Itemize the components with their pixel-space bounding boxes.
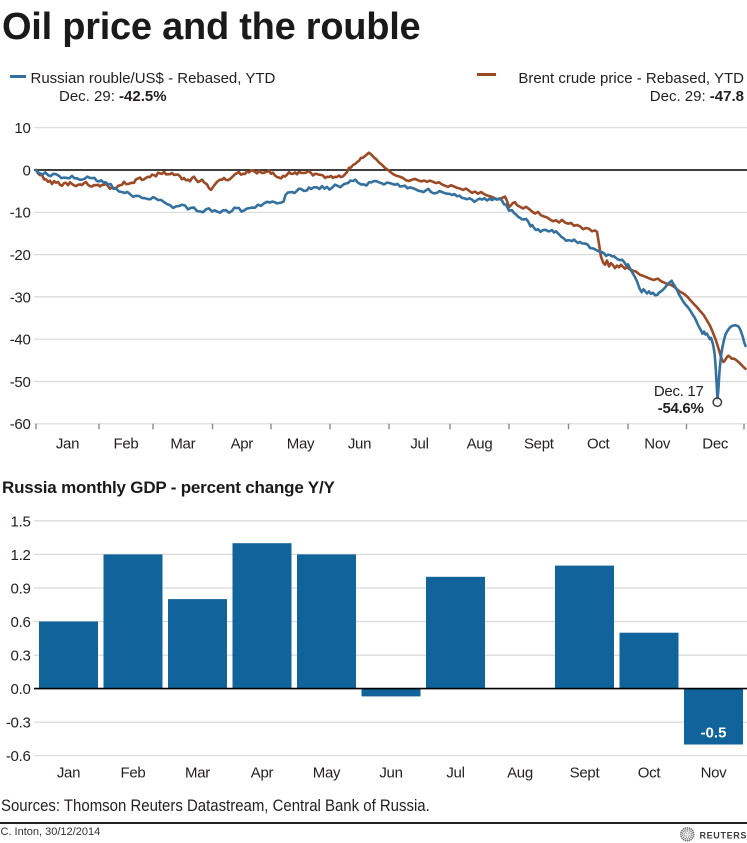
svg-text:0.9: 0.9 [11,580,31,597]
svg-text:Dec. 17: Dec. 17 [654,383,704,400]
svg-text:Jul: Jul [410,436,428,453]
svg-text:-40: -40 [10,332,31,349]
svg-text:Jun: Jun [348,436,371,453]
svg-text:Jul: Jul [446,764,464,781]
svg-text:1.5: 1.5 [11,513,31,530]
svg-text:Oct: Oct [587,436,611,453]
svg-text:Jan: Jan [57,764,80,781]
svg-text:0.0: 0.0 [11,681,31,698]
svg-text:-0.6: -0.6 [6,748,31,765]
svg-text:-0.3: -0.3 [6,715,31,732]
svg-text:10: 10 [14,120,30,137]
svg-text:Mar: Mar [185,764,210,781]
svg-text:-60: -60 [10,416,31,433]
svg-text:1.2: 1.2 [11,547,31,564]
svg-text:Dec: Dec [702,436,729,453]
svg-text:-10: -10 [10,205,31,222]
svg-text:Aug: Aug [507,764,533,781]
svg-text:Feb: Feb [121,764,146,781]
svg-text:-50: -50 [10,374,31,391]
svg-text:Apr: Apr [251,764,274,781]
svg-text:-54.6%: -54.6% [658,400,704,417]
svg-text:0.3: 0.3 [11,648,31,665]
svg-text:May: May [287,436,315,453]
svg-text:May: May [313,764,341,781]
svg-text:0: 0 [22,162,30,179]
svg-text:-0.5: -0.5 [701,725,727,742]
svg-text:-30: -30 [10,289,31,306]
svg-text:Oct: Oct [638,764,662,781]
svg-text:Nov: Nov [644,436,671,453]
svg-text:Sept: Sept [570,764,601,781]
svg-text:0.6: 0.6 [11,614,31,631]
svg-text:Nov: Nov [701,764,728,781]
svg-text:Jun: Jun [379,764,402,781]
svg-text:REUTERS: REUTERS [700,831,747,841]
svg-text:Jan: Jan [56,436,79,453]
svg-text:Apr: Apr [231,436,254,453]
svg-text:Feb: Feb [114,436,139,453]
svg-text:-20: -20 [10,247,31,264]
svg-text:Sept: Sept [524,436,555,453]
svg-text:Mar: Mar [170,436,195,453]
svg-text:Aug: Aug [467,436,493,453]
